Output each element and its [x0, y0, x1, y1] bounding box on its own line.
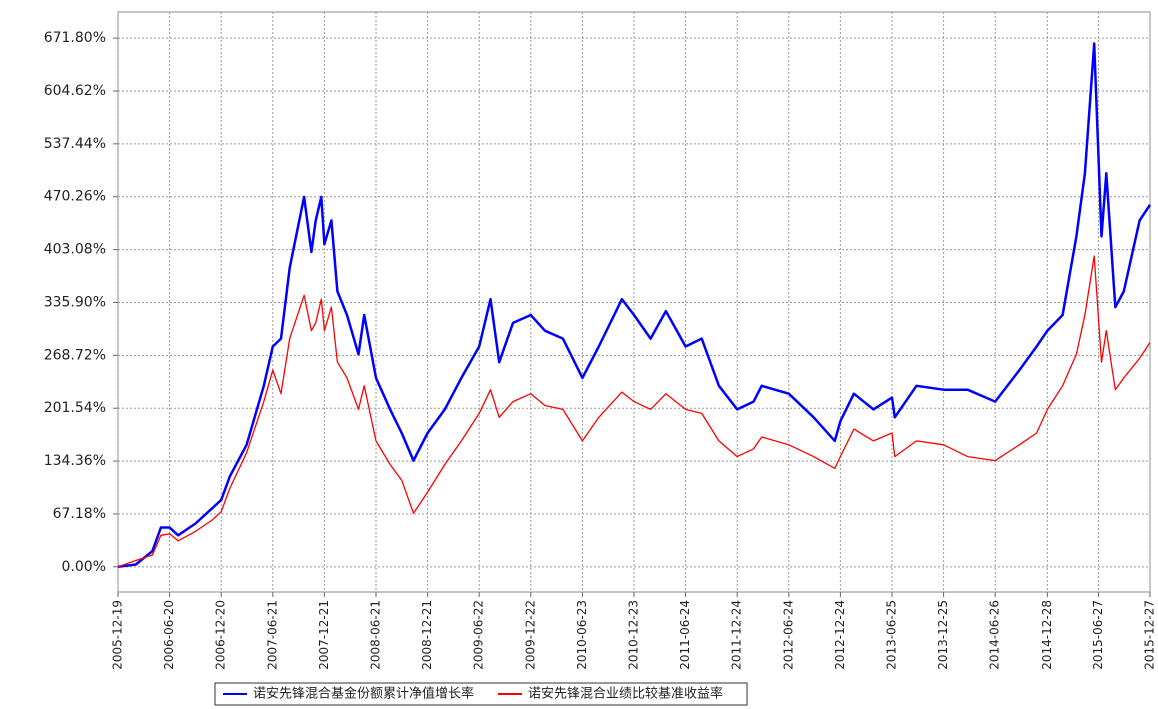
y-tick-label: 671.80% [44, 30, 106, 46]
y-tick-label: 470.26% [44, 189, 106, 205]
x-tick-label: 2015-12-27 [1143, 600, 1157, 670]
x-tick-label: 2008-12-21 [420, 600, 434, 670]
series-line [117, 42, 1152, 569]
y-tick-label: 335.90% [44, 294, 106, 310]
series-line [117, 255, 1151, 568]
legend: 诺安先锋混合基金份额累计净值增长率 诺安先锋混合业绩比较基准收益率 [214, 682, 748, 706]
x-tick-label: 2009-12-22 [523, 600, 537, 670]
x-tick-label: 2012-12-24 [833, 600, 847, 670]
y-tick-label: 0.00% [62, 559, 106, 575]
x-tick-label: 2008-06-21 [369, 600, 383, 670]
legend-label: 诺安先锋混合业绩比较基准收益率 [528, 686, 723, 702]
x-tick-label: 2005-12-19 [111, 600, 125, 670]
x-tick-label: 2007-06-21 [265, 600, 279, 670]
x-tick-label: 2013-12-25 [936, 600, 950, 670]
x-tick-label: 2015-06-27 [1091, 600, 1105, 670]
x-tick-label: 2014-06-26 [988, 600, 1002, 670]
x-tick-label: 2006-12-20 [214, 600, 228, 670]
legend-label: 诺安先锋混合基金份额累计净值增长率 [253, 686, 474, 702]
x-tick-label: 2013-06-25 [885, 600, 899, 670]
y-tick-label: 67.18% [53, 506, 106, 522]
x-tick-label: 2012-06-24 [781, 600, 795, 670]
x-tick-label: 2014-12-28 [1040, 600, 1054, 670]
x-tick-label: 2010-06-23 [575, 600, 589, 670]
x-tick-label: 2011-06-24 [678, 600, 692, 670]
x-tick-label: 2010-12-23 [627, 600, 641, 670]
x-tick-label: 2011-12-24 [730, 600, 744, 670]
x-tick-label: 2007-12-21 [317, 600, 331, 670]
y-tick-label: 604.62% [44, 83, 106, 99]
x-tick-label: 2006-06-20 [162, 600, 176, 670]
y-tick-label: 403.08% [44, 242, 106, 258]
y-tick-label: 134.36% [44, 453, 106, 469]
legend-box [214, 682, 748, 706]
y-tick-label: 268.72% [44, 347, 106, 363]
x-tick-label: 2009-06-22 [472, 600, 486, 670]
y-tick-label: 537.44% [44, 136, 106, 152]
y-tick-label: 201.54% [44, 400, 106, 416]
